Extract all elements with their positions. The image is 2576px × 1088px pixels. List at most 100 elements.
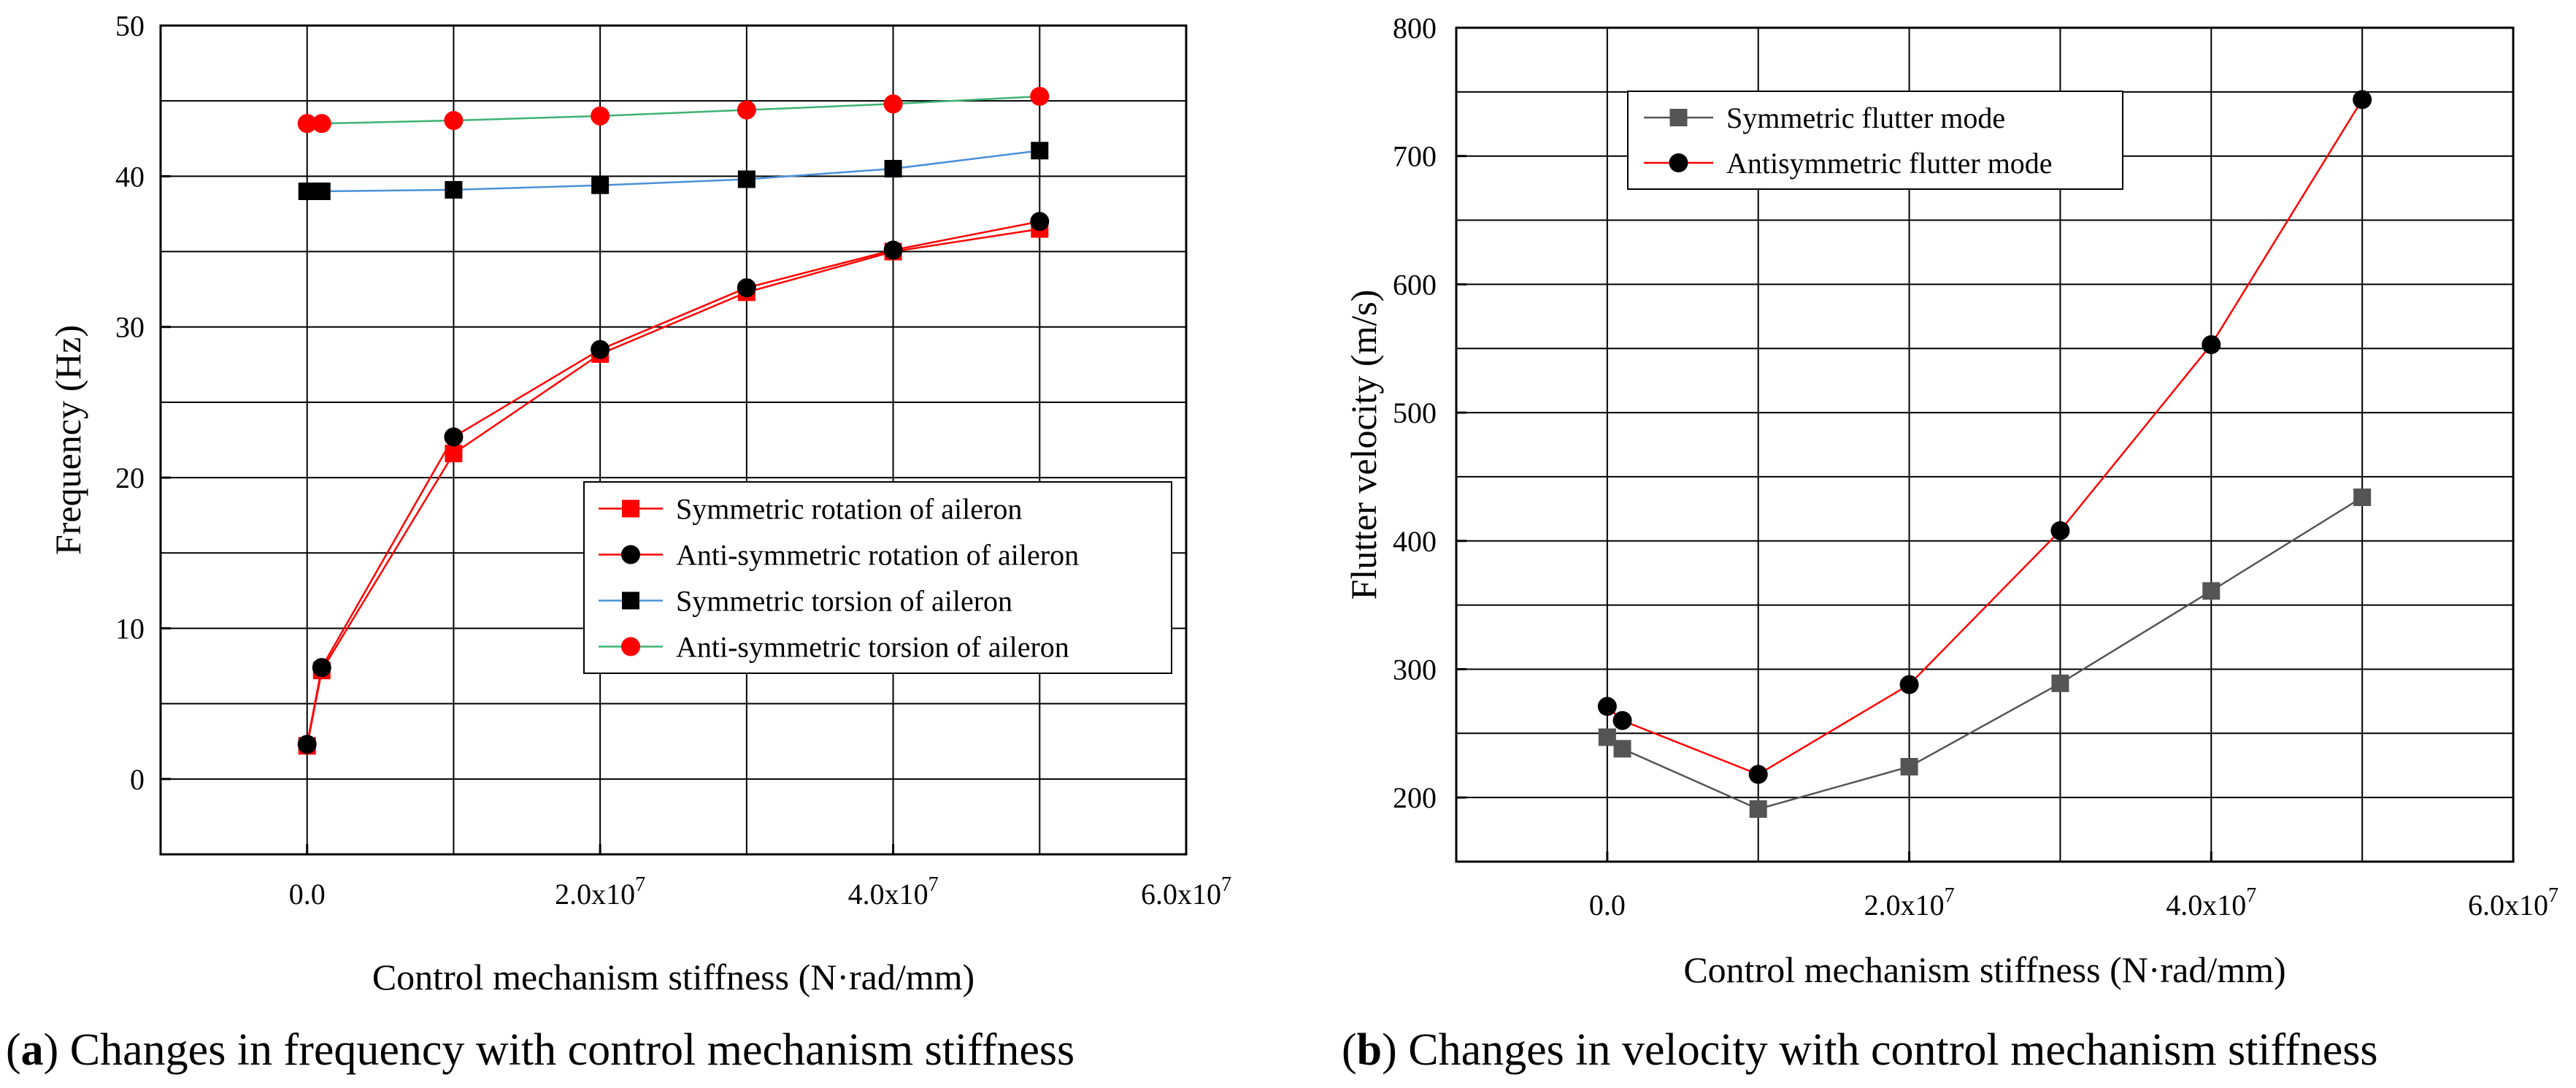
series-3-point (737, 170, 756, 188)
series-1-point (1613, 740, 1631, 758)
x-tick-label-base: 2.0x10 (1864, 889, 1945, 922)
caption-text: ) Changes in frequency with control mech… (44, 1025, 1074, 1075)
x-tick-label: 2.0x107 (1864, 884, 1955, 922)
series-2-point (1597, 697, 1617, 716)
x-tick-label-base: 4.0x10 (2166, 889, 2246, 922)
series-2-point (883, 240, 903, 260)
legend-box (583, 481, 1172, 674)
series-2-point (297, 735, 317, 754)
series-2-point (2050, 521, 2070, 540)
legend-label-3: Symmetric torsion of aileron (676, 585, 1012, 618)
x-tick-label-base: 4.0x10 (848, 878, 928, 911)
x-tick-label: 4.0x107 (2166, 884, 2256, 922)
series-2-point (312, 658, 331, 678)
legend-box (1627, 91, 2123, 190)
plot-frame (159, 24, 1188, 856)
x-tick-label-base: 6.0x10 (1141, 878, 1221, 911)
series-2-point (1748, 765, 1768, 784)
series-4-point (883, 94, 903, 114)
x-tick-label: 6.0x107 (2468, 884, 2558, 922)
caption-letter: a (21, 1025, 44, 1075)
legend-label-1: Symmetric flutter mode (1726, 101, 2005, 134)
x-tick-label: 2.0x107 (555, 873, 645, 911)
series-4-point (312, 114, 331, 134)
legend-label-4: Anti-symmetric torsion of aileron (676, 631, 1069, 664)
y-tick-label: 0 (130, 763, 145, 796)
panel-caption: (a) Changes in frequency with control me… (6, 1025, 1074, 1075)
y-axis-label: Frequency (Hz) (47, 325, 88, 555)
series-3-point (591, 176, 610, 194)
x-tick-label: 4.0x107 (848, 873, 939, 911)
series-3-point (1031, 142, 1049, 160)
caption-prefix: ( (6, 1025, 21, 1075)
x-tick-label: 0.0 (1589, 889, 1626, 922)
x-tick-label-exponent: 7 (2246, 884, 2256, 907)
series-1-point (445, 445, 463, 463)
series-2-point (2353, 90, 2372, 110)
x-tick-label: 0.0 (289, 878, 326, 911)
series-2-point (737, 278, 756, 298)
legend-label-2: Antisymmetric flutter mode (1726, 147, 2053, 180)
series-2-point (444, 427, 464, 447)
y-tick-label: 200 (1393, 781, 1437, 814)
y-tick-label: 50 (115, 9, 145, 42)
series-4-point (737, 100, 756, 120)
series-2-point (1899, 675, 1919, 694)
y-tick-label: 400 (1393, 525, 1437, 558)
x-tick-label-exponent: 7 (1945, 884, 1955, 907)
x-tick-label: 6.0x107 (1141, 873, 1231, 911)
legend-marker-1 (1669, 109, 1688, 126)
legend-marker-1 (622, 499, 639, 518)
legend-marker-4 (621, 637, 640, 656)
legend-marker-3 (622, 591, 639, 610)
series-4-point (444, 111, 464, 131)
series-1-point (2353, 489, 2372, 507)
legend-label-1: Symmetric rotation of aileron (676, 493, 1022, 526)
series-3-point (884, 160, 902, 178)
y-tick-label: 10 (115, 612, 145, 645)
y-tick-label: 600 (1393, 268, 1437, 301)
caption-prefix: ( (1342, 1025, 1357, 1075)
caption-text: ) Changes in velocity with control mecha… (1382, 1025, 2377, 1075)
x-axis-label: Control mechanism stiffness (N·rad/mm) (372, 957, 974, 997)
series-1-point (2051, 674, 2069, 692)
series-1-point (2202, 582, 2221, 600)
series-line-1 (1607, 496, 2363, 811)
series-4-point (297, 114, 317, 134)
x-axis-label: Control mechanism stiffness (N·rad/mm) (1683, 949, 2285, 990)
y-tick-label: 30 (115, 311, 145, 344)
caption-letter: b (1357, 1025, 1382, 1075)
legend-marker-2 (621, 545, 640, 564)
y-tick-label: 700 (1393, 140, 1437, 173)
series-2-point (1612, 710, 1632, 730)
series-4-point (1030, 86, 1050, 106)
series-2-point (1030, 212, 1050, 231)
plot-frame (1455, 26, 2515, 863)
y-tick-label: 300 (1393, 653, 1437, 686)
x-tick-label-exponent: 7 (2548, 884, 2558, 907)
y-tick-label: 800 (1393, 12, 1437, 45)
series-1-point (1598, 728, 1616, 746)
panel-caption: (b) Changes in velocity with control mec… (1342, 1025, 2377, 1075)
series-1-point (1900, 757, 1918, 775)
series-3-point (445, 180, 463, 199)
y-tick-label: 20 (115, 461, 145, 494)
x-tick-label-base: 2.0x10 (555, 878, 635, 911)
series-2-point (591, 340, 610, 359)
x-tick-label-base: 0.0 (1589, 889, 1626, 922)
series-line-3 (307, 150, 1040, 193)
x-tick-label-exponent: 7 (928, 873, 939, 896)
series-4-point (591, 106, 610, 126)
y-axis-label: Flutter velocity (m/s) (1343, 290, 1384, 600)
x-tick-label-base: 6.0x10 (2468, 889, 2548, 922)
series-line-2 (1607, 99, 2364, 775)
series-2-point (2202, 334, 2221, 354)
legend-marker-2 (1669, 153, 1688, 172)
x-tick-label-base: 0.0 (289, 878, 326, 911)
series-3-point (312, 183, 331, 200)
series-3-point (298, 183, 316, 200)
x-tick-label-exponent: 7 (635, 873, 645, 896)
